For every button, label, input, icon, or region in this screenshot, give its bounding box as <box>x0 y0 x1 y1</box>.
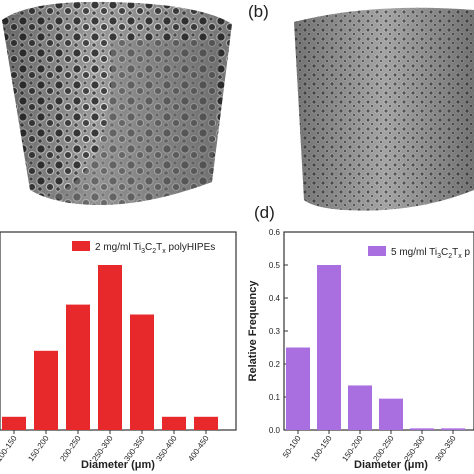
bar-50-100 <box>286 347 310 430</box>
bar-150-200 <box>34 350 58 430</box>
x-tick-label: 100-150 <box>0 434 19 464</box>
legend-label: 5 mg/ml Ti3C2Tx p <box>391 247 471 260</box>
micro-ct-image-a <box>2 1 232 206</box>
x-tick-label: 200-250 <box>58 434 83 464</box>
panel-label-b: (b) <box>248 2 269 21</box>
x-tick-label: 150-200 <box>26 434 51 464</box>
legend-swatch <box>368 246 386 256</box>
bar-300-350 <box>130 314 154 430</box>
bar-250-300 <box>98 265 122 430</box>
bar-150-200 <box>348 385 372 430</box>
y-tick-label: 0.0 <box>269 426 281 435</box>
legend-label: 2 mg/ml Ti3C2Tx polyHIPEs <box>95 242 215 255</box>
x-tick-label: 350-400 <box>154 434 179 464</box>
bar-100-150 <box>2 416 26 430</box>
x-tick-label: 50-100 <box>281 434 303 460</box>
micro-ct-image-b <box>294 7 474 211</box>
y-tick-label: 0.3 <box>269 327 281 336</box>
bar-100-150 <box>317 265 341 430</box>
bar-300-350 <box>441 428 465 430</box>
panel-label-d: (d) <box>254 203 275 222</box>
y-tick-label: 0.5 <box>269 261 281 270</box>
bar-250-300 <box>410 428 434 430</box>
bar-350-400 <box>162 416 186 430</box>
x-axis-label: Diameter (μm) <box>354 459 428 471</box>
y-tick-label: 0.6 <box>269 228 281 237</box>
bar-200-250 <box>66 304 90 430</box>
y-tick-label: 0.1 <box>269 393 281 402</box>
y-tick-label: 0.2 <box>269 360 281 369</box>
histogram-d: 0.00.10.20.30.40.50.650-100 100-150 150-20… <box>247 228 474 471</box>
y-tick-label: 0.4 <box>269 294 281 303</box>
x-axis-label: Diameter (μm) <box>81 459 155 471</box>
x-tick-label: 300-350 <box>433 434 458 464</box>
y-axis-label: Relative Frequency <box>247 280 259 382</box>
bar-200-250 <box>379 398 403 430</box>
x-tick-label: 400-450 <box>186 434 211 464</box>
x-tick-label: 100-150 <box>309 434 334 464</box>
histogram-c: 100-150 150-200 200-250 250-300 300-350 350-4… <box>0 231 237 471</box>
legend-swatch <box>72 241 90 251</box>
bar-400-450 <box>194 416 218 430</box>
